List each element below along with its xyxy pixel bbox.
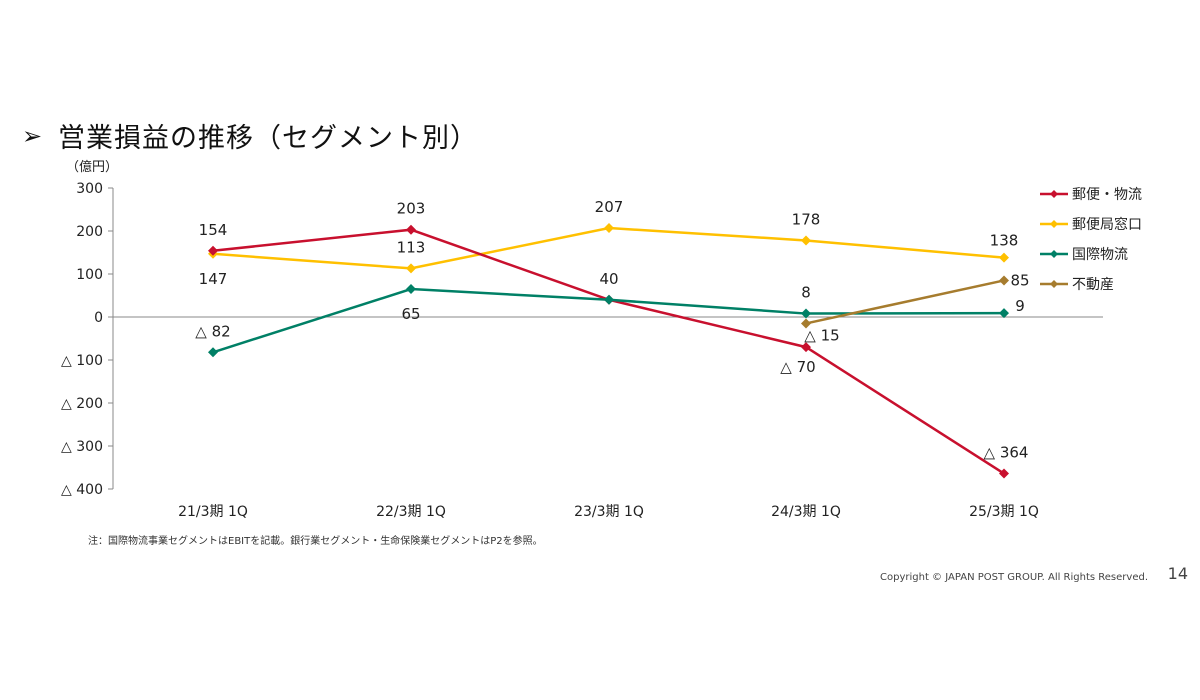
data-label-intl-logistics: 9 [1015,297,1025,315]
y-tick-label: △ 200 [61,396,103,412]
data-point-real-estate [999,275,1009,286]
data-point-post-office [604,222,614,233]
data-point-intl-logistics [604,294,614,305]
footnote: 注：国際物流事業セグメントはEBITを記載。銀行業セグメント・生命保険業セグメン… [88,536,543,547]
data-point-post-office [801,235,811,246]
data-label-post-office: 113 [397,238,426,256]
series-line-real-estate [805,279,1005,325]
legend-marker [1050,190,1058,198]
legend-label: 郵便・物流 [1072,187,1142,203]
x-tick-label: 22/3期 1Q [376,504,446,520]
data-label-real-estate: 85 [1010,271,1029,289]
title-row: ➢ 営業損益の推移（セグメント別） [22,116,478,155]
data-label-intl-logistics: 40 [599,270,618,288]
data-point-post-office [999,252,1009,263]
data-label-intl-logistics: 65 [401,305,420,323]
bullet-arrow-icon: ➢ [22,121,43,150]
data-point-post-office [406,263,416,274]
x-tick-label: 21/3期 1Q [178,504,248,520]
y-tick-label: △ 400 [61,482,103,498]
y-tick-label: 200 [76,224,103,240]
line-chart: 300 200 100 0 △ 100 △ 200 △ 300 △ 400 21/3期 1Q 22… [61,181,1142,520]
data-label-intl-logistics: △ 82 [195,322,230,340]
data-label-post-office: 138 [990,232,1019,250]
y-axis-unit-label: （億円） [66,160,119,175]
data-label-postal-logistics: 203 [397,200,426,218]
slide-title: 営業損益の推移（セグメント別） [58,123,478,154]
legend-label: 不動産 [1072,277,1114,293]
data-point-intl-logistics [801,308,811,319]
legend-marker [1050,280,1058,288]
data-point-intl-logistics [406,284,416,295]
y-tick-label: △ 300 [61,439,103,455]
data-point-postal-logistics [208,245,218,256]
series-line-post-office [212,226,1005,270]
series-line-postal-logistics [212,228,1005,475]
x-tick-label: 25/3期 1Q [969,504,1039,520]
y-tick-label: △ 100 [61,353,103,369]
copyright-text: Copyright © JAPAN POST GROUP. All Rights… [880,572,1148,583]
legend-label: 国際物流 [1072,247,1128,263]
y-tick-label: 0 [94,310,103,326]
data-label-post-office: 207 [595,198,624,216]
data-label-postal-logistics: △ 364 [984,444,1029,462]
data-label-post-office: 178 [792,210,821,228]
page-number: 14 [1167,564,1188,583]
data-label-real-estate: △ 15 [804,326,839,344]
data-point-real-estate [801,318,811,329]
legend-marker [1050,250,1058,258]
data-point-intl-logistics [999,308,1009,319]
data-point-postal-logistics [999,468,1009,479]
data-label-post-office: 147 [199,270,228,288]
x-tick-label: 24/3期 1Q [771,504,841,520]
data-label-intl-logistics: 8 [801,284,811,302]
data-point-intl-logistics [208,347,218,358]
legend-label: 郵便局窓口 [1072,216,1142,233]
data-point-postal-logistics [801,342,811,353]
x-tick-label: 23/3期 1Q [574,504,644,520]
data-label-postal-logistics: △ 70 [780,358,815,376]
data-label-postal-logistics: 154 [199,221,228,239]
legend-marker [1050,220,1058,228]
y-tick-label: 100 [76,267,103,283]
y-tick-label: 300 [76,181,103,197]
data-point-postal-logistics [406,224,416,235]
